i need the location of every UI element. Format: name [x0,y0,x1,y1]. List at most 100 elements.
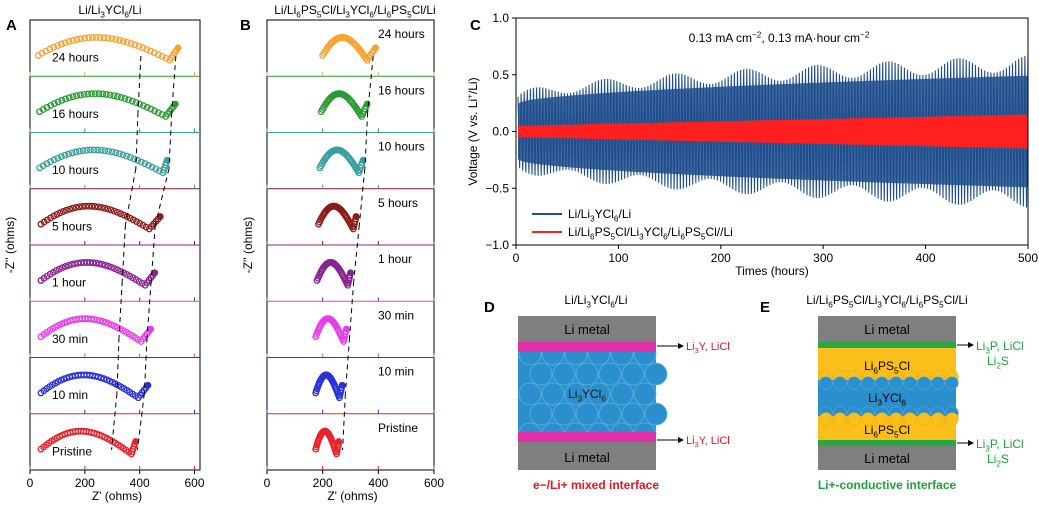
guide-line-dashed [344,337,351,394]
eis-point [96,34,104,41]
series-label: 16 hours [378,83,425,97]
interface-top-label-1: Li3P, LiCl [976,339,1024,355]
eis-point [46,45,54,53]
panel-title-part: PS [391,3,407,17]
eis-point [134,156,142,164]
eis-point [54,98,62,106]
panel-a-eis-stack: Li/Li3YCl6/Li 24 hours 16 hours 10 hours 5 h… [3,3,205,503]
eis-point [54,42,62,50]
eis-point [57,153,65,161]
eis-point [79,147,87,155]
annotation-text-part: 0.13 mA cm [689,31,752,45]
eis-point [99,90,107,98]
eis-point [68,261,76,268]
li-metal-bottom [518,442,656,470]
lyc-layer-grain [889,376,903,390]
eis-point [158,53,166,60]
guide-line-dashed [367,56,374,113]
electrolyte-grain [644,402,668,426]
x-tick-label: 600 [424,476,444,490]
eis-point [108,35,116,43]
eis-point [107,206,115,214]
series-label: 1 hour [52,276,86,290]
eis-point [140,102,147,110]
guide-line-dashed [137,56,142,113]
interface-bottom-label-1-part: P, LiCl [990,437,1024,451]
guide-line-dashed [353,224,360,282]
eis-point [101,261,109,269]
panel-title-part: 6 [387,10,392,19]
eis-point [85,34,92,42]
panel-label-b: B [240,17,251,34]
eis-point [76,91,84,99]
eis-point [112,35,120,43]
arrowhead-bottom [678,437,684,443]
electrolyte-grain [518,382,542,406]
eis-point [141,160,149,168]
annotation-text-part: −2 [860,30,870,39]
interface-bottom-label-part: Li [686,435,695,447]
eis-point [125,96,133,104]
guide-line-dashed [118,281,123,338]
eis-point-end [132,438,139,445]
x-axis-label: Z' (ohms) [92,489,142,503]
lyc-layer-grain [861,376,875,390]
interface-top-label-part: 3 [695,346,699,355]
lyc-layer-grain [917,376,931,390]
eis-point [116,36,123,44]
interface-top-label-1-part: Li [976,339,985,353]
annotation-bg [655,27,903,47]
legend-label-red-part: 5 [701,232,706,241]
eis-point [94,146,102,154]
eis-point [43,160,51,168]
interface-bottom-label-part: 3 [695,440,699,449]
eis-point [114,93,121,100]
eis-point [121,95,129,103]
eis-point [85,202,93,210]
interface-top-label-1-part: P, LiCl [990,339,1024,353]
eis-point [43,103,51,111]
eis-point [127,40,135,48]
lpsc-top-label-part: 6 [873,366,878,375]
lpsc-bottom-layer-grain [819,412,833,426]
eis-point [64,318,71,326]
legend-label-red-part: 6 [590,232,595,241]
eis-point [56,209,64,217]
eis-point [65,261,72,269]
interface-bottom [518,432,656,442]
eis-point [147,105,155,113]
li-metal-top-label: Li metal [864,322,910,337]
arrowhead-top [968,342,974,348]
y-axis-label-part: Voltage (V vs. Li [466,99,480,186]
eis-point [47,101,55,109]
lpsc-bottom-label-part: Li [864,423,873,437]
lyc-label: Li3YCl6 [868,391,906,407]
panel-title-part: Cl/Li [412,3,436,17]
diagram-title-part: YCl [882,293,901,307]
eis-point [61,151,69,159]
legend-box [526,206,796,240]
series-label: 30 min [52,332,88,346]
interface-bottom-label-2: Li2S [987,452,1009,468]
eis-point [62,263,69,270]
legend-label-red-part: 3 [639,232,644,241]
y-tick-label: 0.0 [492,125,509,139]
eis-point [128,97,136,105]
arrowhead-bottom [968,440,974,446]
electrolyte-grain [644,362,668,386]
li-metal-bottom [818,446,956,470]
legend-label-blue-part: /Li [618,207,631,221]
eis-point [102,90,110,98]
eis-point-end [151,269,158,276]
electrolyte-grain [598,402,622,426]
eis-point [83,146,91,154]
x-tick-label: 300 [813,251,833,265]
legend-label-red-part: /Li [668,225,681,239]
eis-point-end [353,213,359,220]
diagram-caption: e−/Li+ mixed interface [533,478,659,492]
diagram-title-part: 6 [901,300,906,309]
eis-point [113,208,121,216]
lyc-layer-grain [903,376,917,390]
diagram-title-part: Cl/Li [853,293,877,307]
